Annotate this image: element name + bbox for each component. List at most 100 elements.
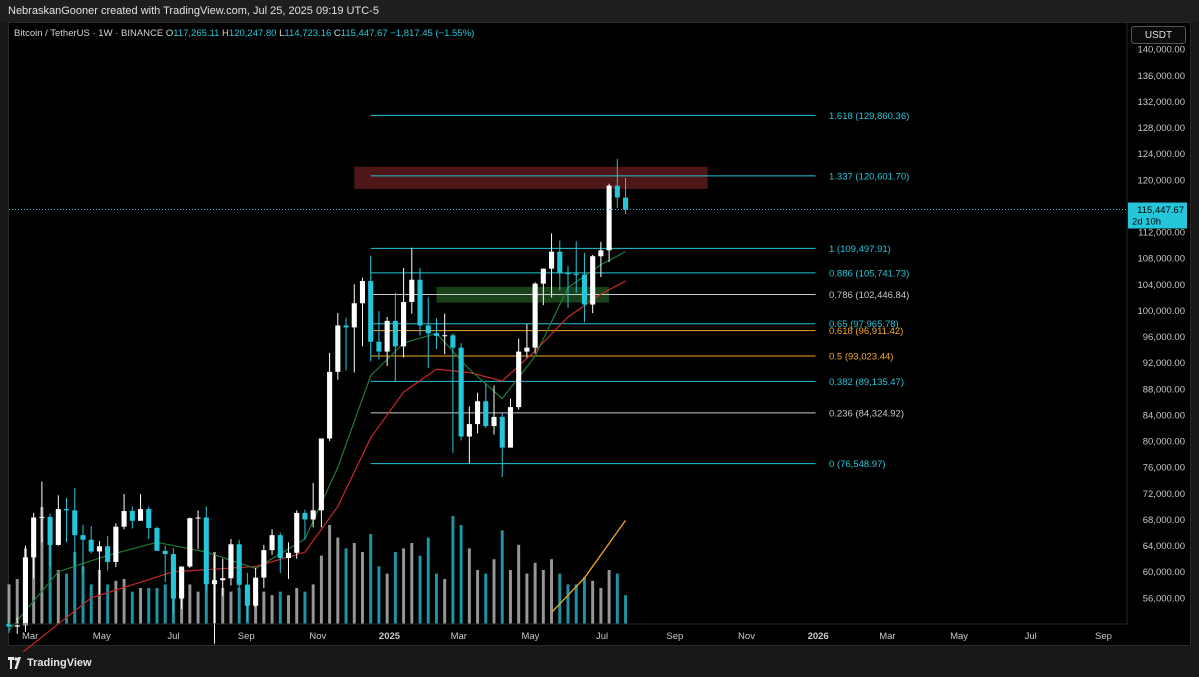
candle-body xyxy=(335,325,341,372)
volume-bar xyxy=(130,591,134,624)
candle-body xyxy=(187,518,193,567)
price-tick-label: 140,000.00 xyxy=(1137,45,1185,56)
fib-layer: 1.618 (129,860.36) 1.337 (120,601.70) 1 (1… xyxy=(370,111,909,470)
time-tick-label: 2025 xyxy=(379,631,401,642)
volume-bar xyxy=(73,552,77,624)
symbol-legend: Bitcoin / TetherUS · 1W · BINANCE O117,2… xyxy=(14,28,474,39)
fib-label-1.618: 1.618 (129,860.36) xyxy=(829,111,909,122)
time-tick-label: May xyxy=(93,631,111,642)
header-credit: NebraskanGooner created with TradingView… xyxy=(0,0,1199,22)
candle-body xyxy=(253,577,259,606)
candle-body xyxy=(549,251,555,269)
resistance-zone xyxy=(354,166,708,189)
volume-bar xyxy=(336,537,340,624)
high-value: 120,247.80 xyxy=(228,28,277,39)
candle-body xyxy=(606,185,612,251)
volume-bar xyxy=(204,573,208,624)
candle-body xyxy=(433,333,440,336)
volume-bar xyxy=(550,559,554,624)
time-tick-label: 2026 xyxy=(808,631,829,642)
fib-label-0: 0 (76,548.97) xyxy=(829,459,886,470)
volume-bar xyxy=(361,552,364,624)
volume-bar xyxy=(393,552,397,624)
volume-bar xyxy=(459,525,463,624)
volume-bar xyxy=(410,543,414,624)
candle-body xyxy=(105,546,111,562)
candle-body xyxy=(211,580,218,585)
volume-bar xyxy=(558,573,562,624)
candle-body xyxy=(622,197,629,210)
candle-body xyxy=(261,550,267,578)
volume-bar xyxy=(451,516,455,624)
candle-body xyxy=(137,509,144,521)
ema-fast-line xyxy=(8,251,626,631)
candle-body xyxy=(565,273,571,275)
candle-body xyxy=(327,371,333,439)
candle-body xyxy=(466,424,472,437)
price-tick-label: 60,000.00 xyxy=(1143,567,1185,578)
volume-bar xyxy=(352,543,356,624)
volume-bar xyxy=(97,570,101,624)
price-tick-label: 88,000.00 xyxy=(1143,384,1185,395)
tradingview-brand[interactable]: TradingView xyxy=(27,657,92,669)
time-tick-label: May xyxy=(950,631,968,642)
price-tick-label: 108,000.00 xyxy=(1137,254,1185,265)
candle-body xyxy=(236,544,242,585)
price-tick-label: 80,000.00 xyxy=(1143,437,1185,448)
price-tick-label: 84,000.00 xyxy=(1143,410,1185,421)
candle-body xyxy=(351,303,357,328)
volume-bar xyxy=(624,595,628,624)
candle-body xyxy=(22,557,28,626)
volume-bar xyxy=(533,562,537,624)
candle-body xyxy=(72,510,78,536)
candle-body xyxy=(195,517,201,519)
fib-label-0.65: 0.65 (97,965.78) xyxy=(829,319,899,330)
time-tick-label: Mar xyxy=(879,631,895,642)
candle-body xyxy=(425,325,431,334)
volume-bar xyxy=(122,579,126,624)
candle-body xyxy=(343,325,349,328)
volume-bar xyxy=(7,584,11,624)
volume-bar xyxy=(328,525,332,624)
price-tick-label: 56,000.00 xyxy=(1143,593,1185,604)
volume-bar xyxy=(163,584,167,624)
time-tick-label: Jul xyxy=(167,631,179,642)
volume-bar xyxy=(262,591,266,624)
price-tick-label: 68,000.00 xyxy=(1143,515,1185,526)
symbol-name: Bitcoin / TetherUS · 1W · BINANCE xyxy=(14,28,164,39)
footer-bar: TradingView xyxy=(0,652,1199,677)
price-tick-label: 128,000.00 xyxy=(1137,123,1185,134)
volume-bar xyxy=(500,530,504,624)
volume-bar xyxy=(56,570,60,624)
tradingview-logo-icon[interactable] xyxy=(8,657,24,669)
volume-bar xyxy=(295,588,299,624)
time-tick-label: Sep xyxy=(238,631,255,642)
candle-body xyxy=(31,517,37,558)
change-value: −1,817.45 (−1.55%) xyxy=(390,28,475,39)
time-tick-label: May xyxy=(521,631,539,642)
candle-body xyxy=(532,283,538,348)
close-label: C xyxy=(333,28,341,39)
time-axis: Mar May Jul Sep Nov 2025 Mar May Jul Sep Nov 2026 Ma… xyxy=(9,623,1127,642)
volume-bar xyxy=(476,570,480,624)
candle-body xyxy=(401,301,407,347)
candle-body xyxy=(294,512,300,553)
volume-bar xyxy=(377,566,381,624)
candle-body xyxy=(146,509,152,528)
candle-body xyxy=(409,279,415,302)
candle-body xyxy=(359,281,366,304)
current-price-badge xyxy=(1128,202,1187,229)
ema-layer xyxy=(8,251,626,664)
fib-label-0.886: 0.886 (105,741.73) xyxy=(829,268,909,279)
fib-label-0.786: 0.786 (102,446.84) xyxy=(829,290,909,301)
volume-bar xyxy=(65,573,69,624)
candle-body xyxy=(88,539,94,552)
volume-bar xyxy=(434,573,438,624)
candle-body xyxy=(540,268,546,284)
candle-body xyxy=(475,401,481,425)
currency-button[interactable]: USDT xyxy=(1131,26,1186,44)
candle-body xyxy=(557,251,563,274)
volume-bar xyxy=(344,548,348,624)
candle-body xyxy=(220,578,226,581)
